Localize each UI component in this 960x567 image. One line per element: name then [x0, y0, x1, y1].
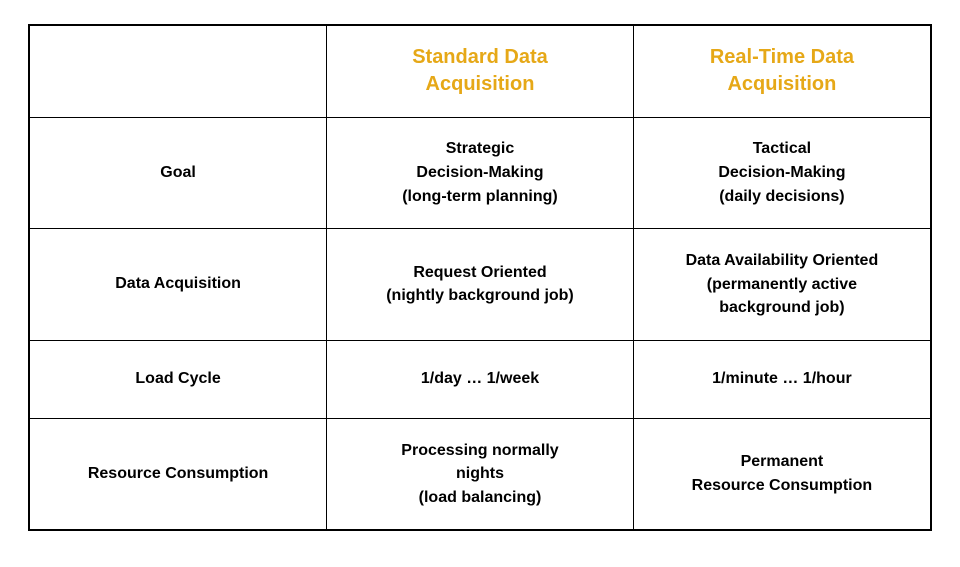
page-wrap: Standard DataAcquisition Real-Time DataA…: [0, 0, 960, 567]
comparison-table: Standard DataAcquisition Real-Time DataA…: [28, 24, 932, 531]
cell-line: Resource Consumption: [692, 475, 872, 497]
rowlabel-goal: Goal: [29, 117, 327, 229]
rowlabel-data-acq: Data Acquisition: [29, 229, 327, 341]
table-row: Data Acquisition Request Oriented (night…: [29, 229, 931, 341]
table-row: Goal Strategic Decision-Making (long-ter…: [29, 117, 931, 229]
cell-line: (load balancing): [419, 487, 542, 509]
cell-line: Data Availability Oriented: [686, 250, 879, 272]
table-row: Resource Consumption Processing normally…: [29, 418, 931, 530]
header-standard: Standard DataAcquisition: [327, 25, 634, 117]
cell-line: nights: [456, 463, 504, 485]
cell-dataacq-standard: Request Oriented (nightly background job…: [327, 229, 634, 341]
cell-line: Permanent: [741, 451, 824, 473]
cell-line: Processing normally: [401, 440, 558, 462]
table-row: Load Cycle 1/day … 1/week 1/minute … 1/h…: [29, 340, 931, 418]
table-header-row: Standard DataAcquisition Real-Time DataA…: [29, 25, 931, 117]
cell-loadcycle-standard: 1/day … 1/week: [327, 340, 634, 418]
cell-goal-standard: Strategic Decision-Making (long-term pla…: [327, 117, 634, 229]
header-realtime-text: Real-Time DataAcquisition: [710, 44, 854, 98]
cell-line: background job): [719, 297, 844, 319]
cell-line: Tactical: [753, 138, 811, 160]
header-realtime: Real-Time DataAcquisition: [633, 25, 931, 117]
cell-line: Strategic: [446, 138, 514, 160]
cell-line: (nightly background job): [386, 285, 574, 307]
cell-resource-standard: Processing normally nights (load balanci…: [327, 418, 634, 530]
cell-goal-realtime: Tactical Decision-Making (daily decision…: [633, 117, 931, 229]
cell-line: (permanently active: [707, 274, 857, 296]
cell-line: Decision-Making: [718, 162, 845, 184]
cell-line: (long-term planning): [402, 186, 558, 208]
rowlabel-resource: Resource Consumption: [29, 418, 327, 530]
cell-line: Request Oriented: [413, 262, 546, 284]
header-blank: [29, 25, 327, 117]
cell-resource-realtime: Permanent Resource Consumption: [633, 418, 931, 530]
cell-line: 1/minute … 1/hour: [712, 368, 852, 390]
cell-dataacq-realtime: Data Availability Oriented (permanently …: [633, 229, 931, 341]
cell-line: (daily decisions): [719, 186, 844, 208]
header-standard-text: Standard DataAcquisition: [412, 44, 548, 98]
rowlabel-load-cycle: Load Cycle: [29, 340, 327, 418]
cell-line: Decision-Making: [416, 162, 543, 184]
cell-line: 1/day … 1/week: [421, 368, 539, 390]
cell-loadcycle-realtime: 1/minute … 1/hour: [633, 340, 931, 418]
